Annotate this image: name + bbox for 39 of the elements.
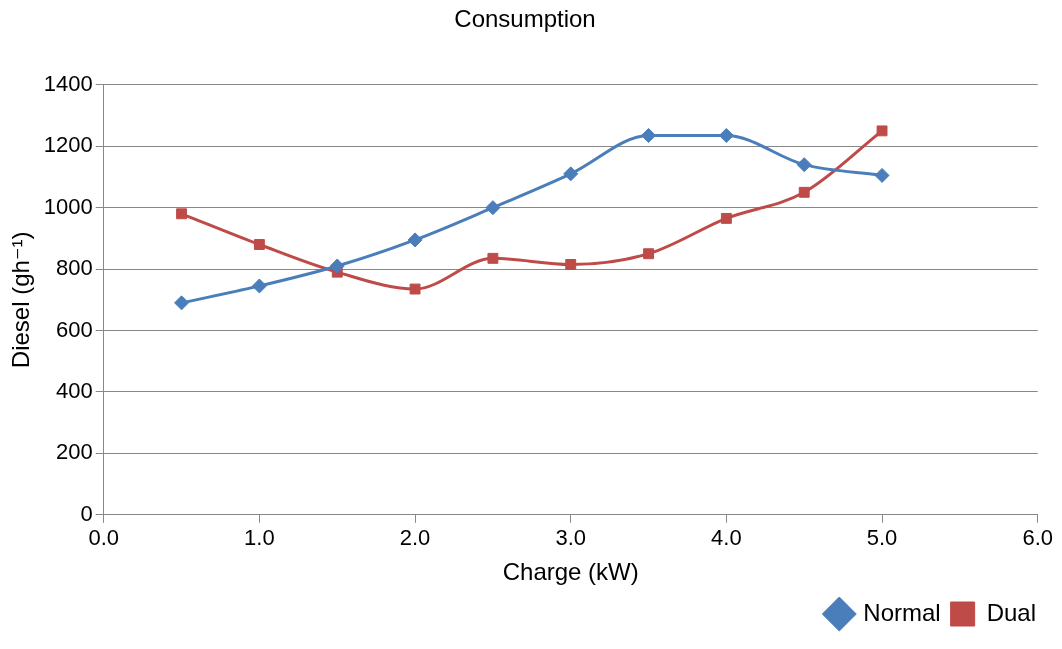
- point: [329, 258, 345, 274]
- point: [796, 157, 812, 173]
- point: [174, 295, 190, 311]
- point: [253, 239, 265, 250]
- point: [409, 283, 421, 295]
- x-tick-label: 3.0: [555, 525, 587, 551]
- chart-title: Consumption: [454, 5, 596, 33]
- point: [643, 248, 655, 260]
- point: [720, 212, 732, 224]
- x-tick-label: 4.0: [711, 525, 742, 551]
- y-tick-label: 1400: [43, 70, 93, 96]
- legend-label: Dual: [986, 598, 1036, 626]
- y-tick-label: 1200: [43, 132, 93, 158]
- point: [563, 166, 579, 182]
- point: [874, 167, 890, 183]
- y-axis-title: Diesel (gh⁻¹): [7, 231, 35, 369]
- x-tick-label: 2.0: [399, 525, 431, 551]
- y-tick-label: 200: [56, 439, 93, 465]
- legend-label: Normal: [863, 598, 941, 626]
- point: [718, 127, 734, 143]
- y-tick-label: 600: [56, 316, 93, 342]
- point: [487, 252, 499, 264]
- point: [251, 278, 267, 294]
- y-tick-label: 1000: [43, 193, 93, 219]
- point: [407, 232, 423, 248]
- x-tick-label: 6.0: [1022, 525, 1054, 551]
- x-tick-label: 1.0: [244, 525, 275, 551]
- point: [641, 127, 657, 143]
- point: [485, 200, 501, 216]
- y-tick-label: 0: [80, 500, 93, 526]
- point: [176, 208, 188, 220]
- point: [565, 259, 577, 270]
- x-axis-title: Charge (kW): [502, 558, 639, 586]
- x-tick-label: 0.0: [88, 525, 120, 551]
- point: [876, 125, 888, 137]
- y-tick-label: 800: [56, 255, 93, 281]
- x-tick-label: 5.0: [866, 525, 898, 551]
- point: [798, 186, 810, 198]
- y-tick-label: 400: [56, 378, 93, 404]
